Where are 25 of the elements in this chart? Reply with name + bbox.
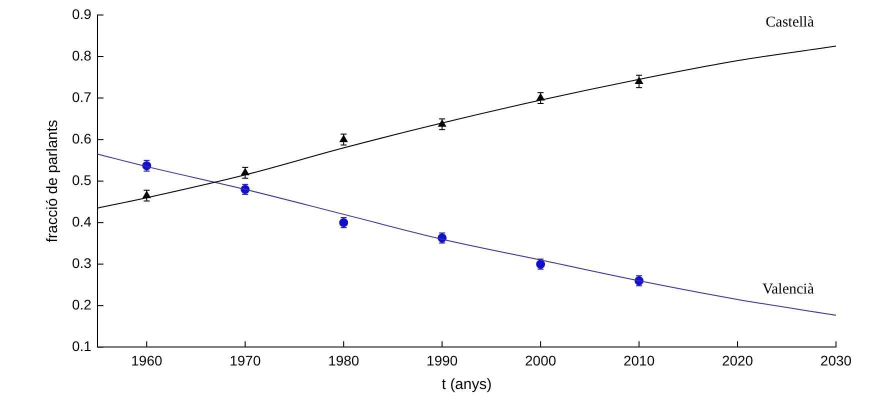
y-tick-label: 0.4 <box>72 213 92 230</box>
x-tick-label: 2030 <box>820 352 852 368</box>
y-axis-title: fracció de parlants <box>44 120 62 242</box>
x-tick-label: 2000 <box>525 352 556 368</box>
x-tick-label: 1970 <box>230 352 261 368</box>
y-tick-label: 0.9 <box>72 6 92 22</box>
x-tick-label: 1980 <box>328 352 360 368</box>
series-label: Valencià <box>762 282 814 298</box>
point <box>635 76 644 84</box>
x-tick-label: 2020 <box>722 352 754 368</box>
y-tick-label: 0.2 <box>72 296 92 313</box>
point <box>340 135 348 142</box>
y-tick-label: 0.6 <box>72 130 92 146</box>
line-series <box>97 154 836 316</box>
y-tick-label: 0.5 <box>72 172 92 188</box>
x-axis-title: t (anys) <box>442 376 492 394</box>
y-tick-label: 0.7 <box>72 88 92 105</box>
y-tick-label: 0.3 <box>72 255 92 272</box>
x-tick-label: 1990 <box>426 352 458 368</box>
x-tick-label: 1960 <box>131 352 162 368</box>
x-tick-label: 2010 <box>623 352 655 368</box>
point <box>241 168 250 176</box>
series-label: Castellà <box>766 14 814 31</box>
y-tick-label: 0.8 <box>72 47 92 64</box>
y-tick-label: 0.1 <box>72 338 92 354</box>
